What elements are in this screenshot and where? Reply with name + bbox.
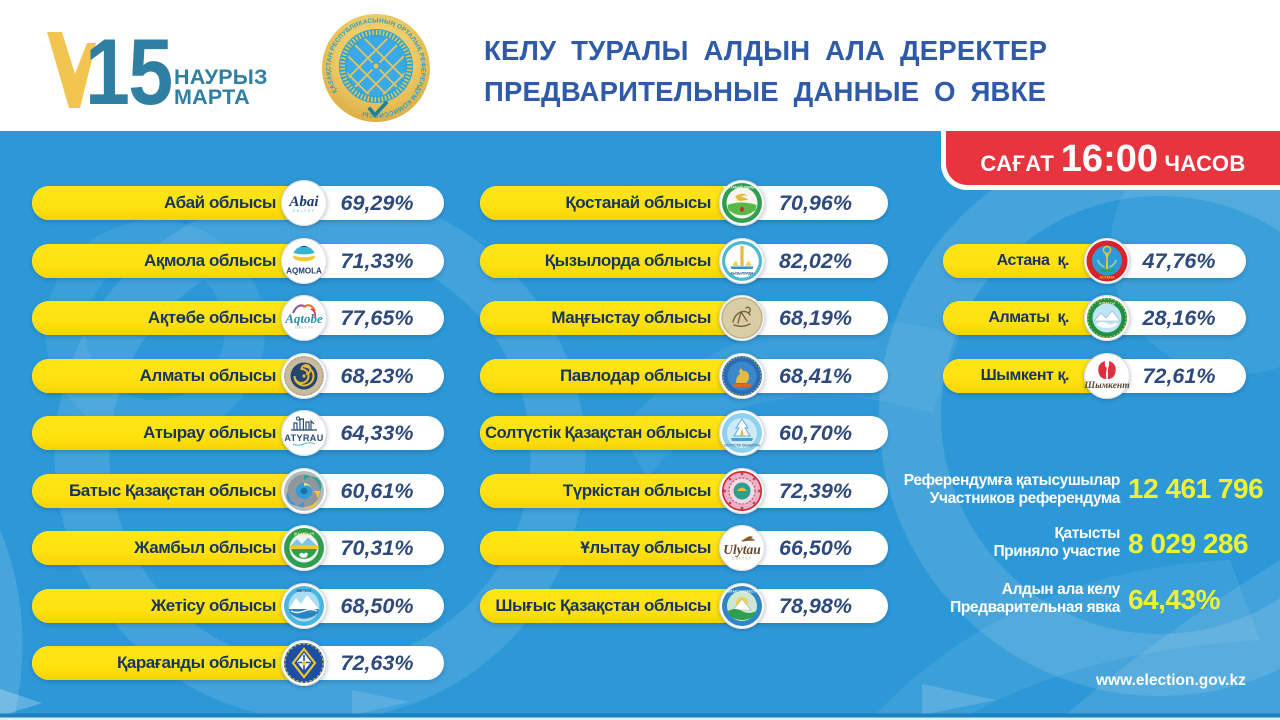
svg-text:ШЫҒЫС ҚАЗАҚСТАН: ШЫҒЫС ҚАЗАҚСТАН — [724, 589, 760, 593]
svg-text:ЖЕТІСУ: ЖЕТІСУ — [295, 588, 312, 593]
svg-text:ATYRAU: ATYRAU — [284, 433, 323, 443]
svg-text:СОЛТҮСТІК ҚАЗАҚСТАН: СОЛТҮСТІК ҚАЗАҚСТАН — [724, 444, 761, 448]
svg-text:O B L Y S Y: O B L Y S Y — [295, 326, 314, 330]
svg-text:Ulytau: Ulytau — [723, 542, 761, 557]
svg-text:АЛМАТЫ: АЛМАТЫ — [1099, 302, 1116, 306]
svg-text:OBLYSY: OBLYSY — [292, 209, 315, 213]
svg-text:ЖАМБЫЛ: ЖАМБЫЛ — [293, 532, 314, 537]
svg-text:Aqtobe: Aqtobe — [284, 311, 323, 326]
svg-text:AQMOLA: AQMOLA — [286, 267, 322, 276]
svg-text:ҚЫЗЫЛОРДА: ҚЫЗЫЛОРДА — [731, 272, 754, 276]
svg-text:Abai: Abai — [288, 194, 319, 210]
svg-text:АСТАНА: АСТАНА — [1099, 276, 1115, 280]
svg-text:Шымкент: Шымкент — [1084, 381, 1130, 391]
svg-text:OBLYSY: OBLYSY — [732, 557, 753, 561]
svg-text:ҚОСТАНАЙ ОБЛЫСЫ: ҚОСТАНАЙ ОБЛЫСЫ — [723, 186, 762, 190]
